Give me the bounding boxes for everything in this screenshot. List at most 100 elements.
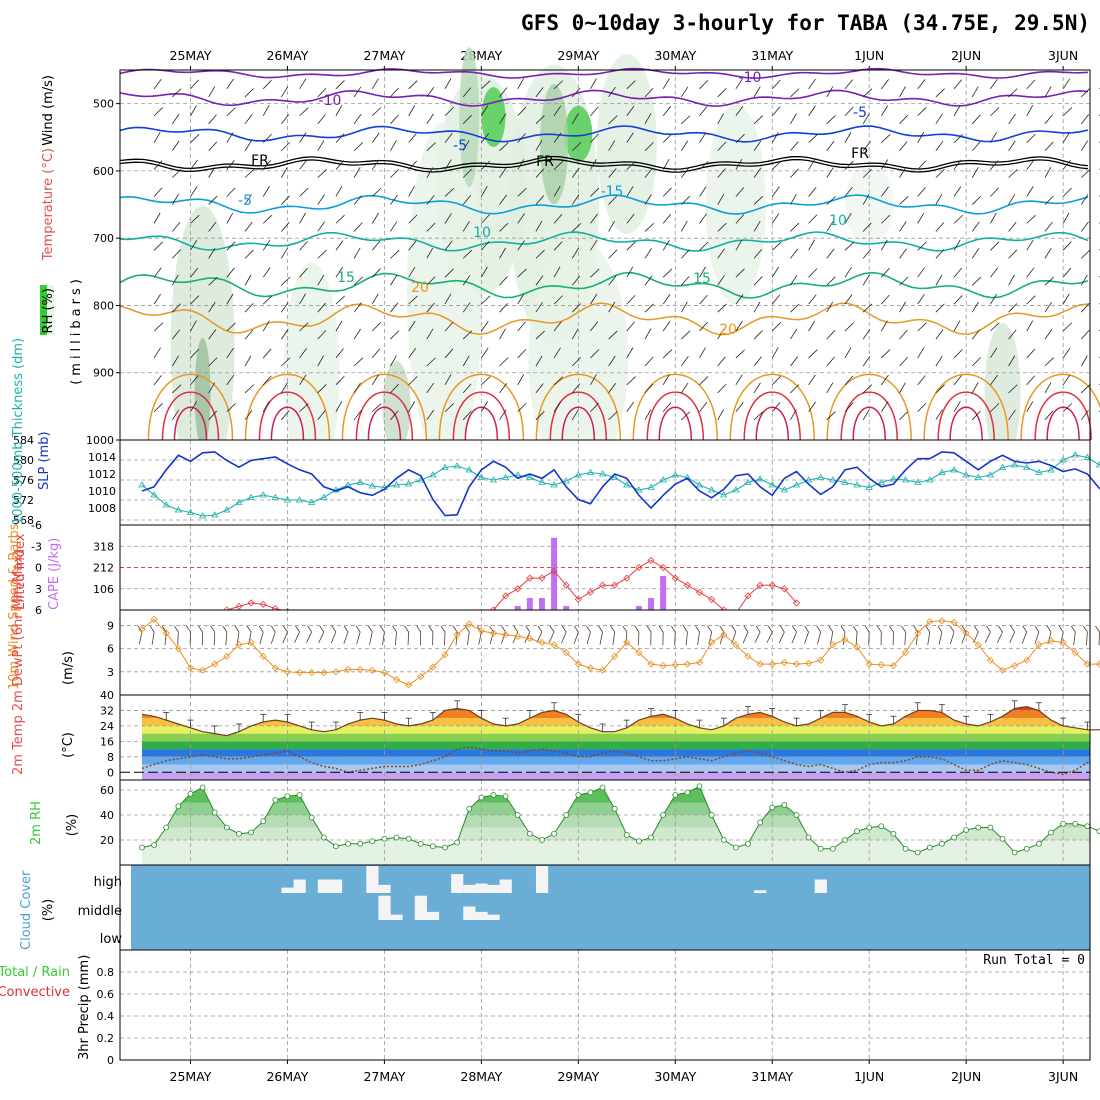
wind-barb <box>317 355 325 367</box>
wind-barb <box>953 267 963 278</box>
wind-barb <box>571 247 579 259</box>
wind10-marker <box>623 638 631 647</box>
wind-barb <box>881 214 891 224</box>
wind10-tick-label: 3 <box>107 666 114 679</box>
li-marker <box>768 581 776 589</box>
cape-bar <box>660 575 667 610</box>
wind10-barb-flag <box>1083 625 1088 633</box>
wind10-barb <box>927 631 931 645</box>
wind-barb <box>208 221 217 232</box>
wind-barb <box>844 106 854 117</box>
rh-marker <box>405 835 412 842</box>
wind-barb <box>808 78 816 90</box>
rh-marker <box>890 830 897 837</box>
wind-barb <box>699 294 708 305</box>
wind-barb <box>371 348 381 359</box>
wind-barb <box>262 133 272 143</box>
wind-barb <box>408 348 417 359</box>
wind-barb <box>553 241 563 251</box>
isotherm-arch <box>826 373 912 441</box>
thickness-marker <box>877 478 886 485</box>
thickness-marker <box>562 477 570 484</box>
rh-marker <box>696 783 703 790</box>
wind-barb <box>408 214 418 224</box>
wind-barb <box>881 186 889 197</box>
wind10-label: 10m Wind Speed & Barbs <box>7 523 22 690</box>
wind-barb <box>953 214 964 224</box>
wind-barb <box>626 376 636 386</box>
wind10-barb <box>1086 631 1088 646</box>
wind-barb <box>971 167 979 178</box>
wind-barb <box>680 301 688 313</box>
wind-barb <box>971 141 981 151</box>
wind-barb <box>862 274 870 286</box>
wind10-barb-flag <box>1058 625 1064 633</box>
li-marker <box>235 602 243 611</box>
rh-legend-swatch <box>40 285 47 335</box>
top-date-axis: 25MAY 26MAY 27MAY 28MAY 29MAY 30MAY 31MAY 1JUN 2… <box>170 48 1078 70</box>
wind-barb <box>808 186 817 197</box>
rh-marker <box>308 814 315 821</box>
cloud-unit: (%) <box>41 899 56 922</box>
rh-marker <box>1096 828 1100 835</box>
wind10-marker <box>1023 656 1031 664</box>
isotherm-arch <box>161 391 220 441</box>
wind-barb <box>1080 409 1089 421</box>
cloud-mid-block <box>475 911 488 920</box>
wind10-barb <box>719 631 725 645</box>
wind-barb <box>190 267 199 278</box>
wind-barb <box>608 220 615 232</box>
thickness-marker <box>247 493 255 500</box>
wind10-marker <box>914 629 922 637</box>
wind10-barb <box>742 631 749 644</box>
wind-barb <box>699 401 708 412</box>
wind-barb <box>917 402 927 413</box>
wind-barb <box>571 383 581 394</box>
wind-barb <box>281 276 291 286</box>
rh2m-markers <box>139 783 1100 856</box>
upper-air-panel: -10 -10 -5 -5 FR FR FR -5 -15 10 10 15 15 20 20 500 600… <box>40 47 1100 486</box>
wind-barb <box>171 113 180 125</box>
rh-marker <box>660 812 667 818</box>
wind10-marker <box>974 641 982 649</box>
wind-barb <box>281 328 289 340</box>
isotherm-arch <box>1046 406 1080 441</box>
wind-barb <box>844 375 854 386</box>
wind-barb <box>535 220 543 232</box>
wind-barb <box>899 86 906 98</box>
pressure-tick-label: 1000 <box>86 434 114 447</box>
li-marker <box>647 556 655 564</box>
wind-barb <box>644 113 652 125</box>
wind-barb <box>317 330 327 340</box>
wind10-marker <box>853 643 861 651</box>
wind10-barb-flag <box>513 625 519 633</box>
wind10-barb <box>1073 631 1076 646</box>
rh-marker <box>623 832 630 838</box>
wind-barb <box>662 349 673 359</box>
rh-marker <box>187 790 194 797</box>
wind-barb <box>590 78 597 90</box>
thickness-marker <box>259 491 267 498</box>
wind-barb <box>699 132 707 143</box>
wind-barb <box>153 293 161 305</box>
wind10-barb-flag <box>525 625 531 633</box>
wind10-marker <box>1095 660 1100 668</box>
bottom-date-label: 3JUN <box>1048 1069 1078 1084</box>
wind-barb <box>1008 113 1016 125</box>
wind-barb <box>153 403 163 413</box>
cloud-level-middle: middle <box>78 904 122 919</box>
wind10-marker <box>792 660 801 668</box>
wind-barb <box>426 113 434 125</box>
cloud-mid-block <box>378 895 391 920</box>
wind10-barb-flag <box>295 625 300 633</box>
wind-barb <box>372 107 382 117</box>
wind-barb <box>681 167 689 178</box>
isotherm-arch <box>549 391 608 441</box>
wind-barb <box>790 356 799 367</box>
rh-tick-label: 60 <box>100 784 114 797</box>
wind-barb <box>881 134 891 143</box>
upper-label-wind: Wind (m/s) <box>41 75 56 146</box>
wind-barb <box>172 249 181 259</box>
wind-barb <box>1026 133 1036 143</box>
wind-barb <box>844 266 852 278</box>
